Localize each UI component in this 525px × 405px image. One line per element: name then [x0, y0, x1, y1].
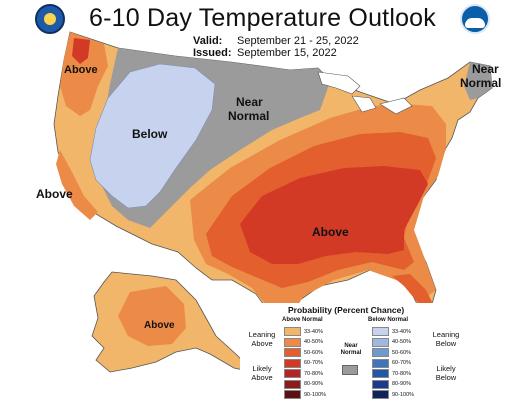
label-above-ak: Above — [144, 320, 175, 331]
above-se-6070 — [240, 166, 428, 264]
below-legend-label: 33-40% — [392, 328, 411, 335]
below-normal-region — [89, 63, 216, 209]
below-legend-label: 80-90% — [392, 381, 411, 387]
leaning-below-label: Leaning Below — [432, 330, 460, 348]
label-near-normal-ne-2: Normal — [460, 76, 501, 90]
above-legend-swatch — [284, 348, 301, 357]
below-legend-label: 60-70% — [392, 360, 411, 366]
below-legend-row: 33-40% — [372, 327, 411, 336]
above-legend-row: 50-60% — [284, 348, 323, 357]
below-legend-label: 40-50% — [392, 339, 411, 345]
below-legend-row: 40-50% — [372, 337, 411, 347]
above-legend-row: 33-40% — [284, 327, 323, 336]
above-legend-row: 80-90% — [284, 379, 323, 389]
likely-above-label: Likely Above — [251, 364, 273, 382]
above-legend-row: 90-100% — [284, 390, 326, 399]
above-nw-core — [72, 38, 90, 64]
above-legend-label: 70-80% — [304, 370, 323, 377]
above-legend-swatch — [284, 369, 301, 378]
alaska-above-4050 — [118, 286, 186, 346]
valid-label: Valid: — [193, 35, 223, 47]
near-normal-ne-region — [464, 62, 492, 100]
below-legend-row: 60-70% — [372, 358, 411, 368]
near-normal-swatch — [342, 365, 358, 375]
above-legend-label: 50-60% — [304, 349, 323, 356]
above-legend-label: 90-100% — [304, 391, 327, 398]
below-legend-swatch — [372, 379, 389, 389]
label-near-normal-north-2: Normal — [228, 109, 269, 123]
below-legend-row: 70-80% — [372, 369, 411, 378]
above-legend-row: 60-70% — [284, 358, 323, 368]
label-near-normal-ne-1: Near — [472, 62, 499, 76]
below-legend-swatch — [372, 369, 389, 378]
map-title: 6-10 Day Temperature Outlook — [89, 4, 436, 32]
above-ca-region — [56, 150, 98, 220]
issued-label: Issued: — [193, 47, 232, 59]
above-legend-row: 40-50% — [284, 337, 323, 347]
label-above-se: Above — [312, 225, 349, 239]
probability-legend: Probability (Percent Chance) Above Norma… — [240, 303, 468, 403]
label-above-nw: Above — [64, 64, 98, 76]
likely-below-label: Likely Below — [435, 364, 457, 382]
above-legend-swatch — [284, 327, 301, 336]
legend-title: Probability (Percent Chance) — [288, 305, 405, 315]
below-legend-label: 50-60% — [392, 349, 411, 356]
above-legend-label: 60-70% — [304, 360, 323, 366]
issued-value: September 15, 2022 — [237, 47, 337, 59]
above-legend-label: 80-90% — [304, 381, 323, 387]
label-below-west: Below — [132, 127, 168, 141]
florida — [392, 274, 434, 310]
label-near-normal-north-1: Near — [236, 95, 263, 109]
below-legend-row: 50-60% — [372, 348, 411, 357]
leaning-above-label: Leaning Above — [248, 330, 276, 348]
above-legend-row: 70-80% — [284, 369, 323, 378]
above-legend-label: 33-40% — [304, 328, 323, 335]
great-lakes — [317, 71, 413, 115]
doc-seal-icon — [35, 4, 65, 34]
below-normal-header: Below Normal — [368, 317, 409, 323]
above-normal-header: Above Normal — [282, 317, 323, 323]
below-legend-swatch — [372, 337, 389, 347]
below-legend-swatch — [372, 348, 389, 357]
below-legend-row: 90-100% — [372, 390, 414, 399]
above-legend-swatch — [284, 390, 301, 399]
issued-date: Issued: September 15, 2022 — [193, 47, 337, 59]
above-legend-label: 40-50% — [304, 339, 323, 345]
below-legend-label: 90-100% — [392, 391, 415, 398]
below-legend-swatch — [372, 390, 389, 399]
below-legend-swatch — [372, 327, 389, 336]
above-nw-region — [60, 32, 108, 116]
near-normal-label: Near Normal — [340, 343, 362, 356]
label-above-ca: Above — [36, 187, 73, 201]
valid-value: September 21 - 25, 2022 — [237, 35, 359, 47]
above-legend-swatch — [284, 337, 301, 347]
below-legend-row: 80-90% — [372, 379, 411, 389]
valid-dates: Valid: September 21 - 25, 2022 — [193, 35, 359, 47]
below-legend-swatch — [372, 358, 389, 368]
noaa-logo-icon — [460, 4, 490, 34]
above-legend-swatch — [284, 358, 301, 368]
above-legend-swatch — [284, 379, 301, 389]
below-legend-label: 70-80% — [392, 370, 411, 377]
